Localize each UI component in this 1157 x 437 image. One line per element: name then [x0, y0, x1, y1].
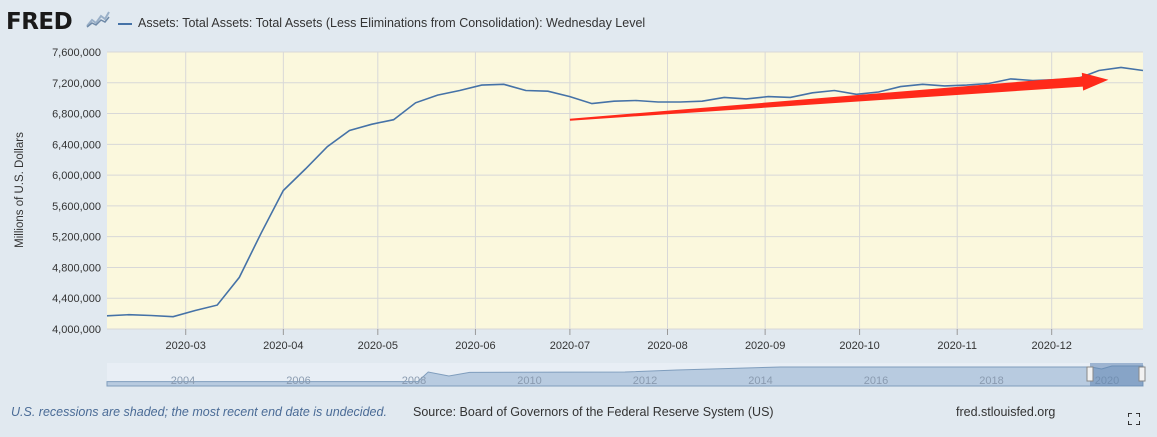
x-tick-label: 2020-06	[455, 340, 495, 352]
x-tick-label: 2020-07	[550, 340, 590, 352]
legend-swatch	[118, 22, 132, 25]
series-line[interactable]	[106, 66, 1144, 318]
y-tick-label: 6,400,000	[52, 139, 101, 151]
fred-logo[interactable]: FRED	[6, 9, 73, 35]
y-tick-label: 5,200,000	[52, 232, 101, 244]
y-axis-tick-labels: 4,000,000 4,400,000 4,800,000 5,200,000 5,60…	[52, 47, 101, 336]
x-tick-label: 2020-12	[1031, 340, 1071, 352]
x-tick-label: 2020-05	[358, 340, 398, 352]
plot-background	[107, 52, 1143, 329]
navigator-year-label: 2004	[171, 375, 195, 387]
x-tick-label: 2020-10	[839, 340, 879, 352]
chart-header: FRED Assets: Total Assets: Total Assets …	[0, 0, 1157, 40]
fullscreen-icon[interactable]	[1128, 413, 1140, 425]
y-tick-label: 7,600,000	[52, 47, 101, 59]
navigator-year-label: 2012	[633, 375, 657, 387]
navigator-right-handle[interactable]	[1138, 366, 1146, 382]
navigator[interactable]: 200420062008201020122014201620182020	[106, 363, 1146, 387]
navigator-year-label: 2014	[748, 375, 772, 387]
x-axis-tick-labels: 2020-03 2020-04 2020-05 2020-06 2020-07 2020-…	[166, 329, 1072, 352]
x-tick-label: 2020-04	[263, 340, 303, 352]
x-tick-label: 2020-09	[745, 340, 785, 352]
grid-lines	[107, 51, 1143, 330]
navigator-year-label: 2006	[286, 375, 310, 387]
recession-note: U.S. recessions are shaded; the most rec…	[11, 405, 387, 419]
fred-url[interactable]: fred.stlouisfed.org	[956, 405, 1056, 419]
y-tick-label: 6,800,000	[52, 109, 101, 121]
y-tick-label: 5,600,000	[52, 201, 101, 213]
chart-line-icon	[86, 10, 110, 28]
y-tick-label: 4,000,000	[52, 324, 101, 336]
x-tick-label: 2020-08	[647, 340, 687, 352]
y-tick-label: 4,400,000	[52, 293, 101, 305]
navigator-year-label: 2010	[517, 375, 541, 387]
chart-legend[interactable]: Assets: Total Assets: Total Assets (Less…	[118, 16, 645, 30]
y-tick-label: 7,200,000	[52, 78, 101, 90]
y-axis-title: Millions of U.S. Dollars	[14, 132, 26, 248]
y-tick-label: 4,800,000	[52, 262, 101, 274]
navigator-year-label: 2008	[402, 375, 426, 387]
navigator-selection[interactable]	[1090, 363, 1143, 386]
source-note: Source: Board of Governors of the Federa…	[413, 405, 774, 419]
trend-arrow-annotation	[569, 72, 1109, 121]
legend-label: Assets: Total Assets: Total Assets (Less…	[138, 16, 646, 30]
navigator-year-label: 2016	[864, 375, 888, 387]
navigator-year-labels: 200420062008201020122014201620182020	[171, 375, 1119, 387]
y-tick-label: 6,000,000	[52, 170, 101, 182]
x-tick-label: 2020-03	[166, 340, 206, 352]
x-tick-label: 2020-11	[937, 340, 977, 352]
navigator-left-handle[interactable]	[1086, 366, 1094, 382]
navigator-year-label: 2018	[979, 375, 1003, 387]
chart-area[interactable]: 4,000,000 4,400,000 4,800,000 5,200,000 5,60…	[0, 0, 1157, 400]
